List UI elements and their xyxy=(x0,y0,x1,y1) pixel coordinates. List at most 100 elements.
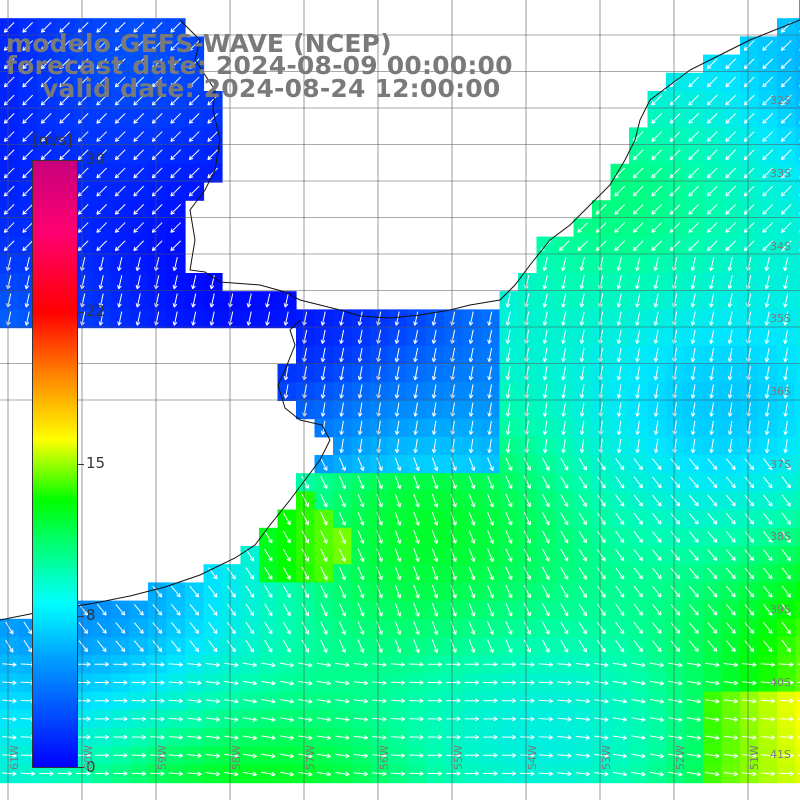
wind-arrow xyxy=(728,293,733,308)
wind-arrow xyxy=(651,240,663,252)
wind-arrowhead xyxy=(323,575,328,581)
wind-arrow xyxy=(468,639,475,653)
wind-arrowhead xyxy=(133,46,138,51)
wind-arrowhead xyxy=(77,155,83,161)
wind-arrow xyxy=(762,94,774,106)
wind-arrowhead xyxy=(86,716,91,722)
wind-arrowhead xyxy=(378,521,383,526)
wind-arrow xyxy=(261,735,276,739)
wind-arrowhead xyxy=(170,119,175,124)
wind-arrowhead xyxy=(470,648,476,654)
wind-arrow xyxy=(615,530,625,543)
wind-arrowhead xyxy=(252,698,257,704)
wind-arrowhead xyxy=(22,155,27,161)
wind-arrowhead xyxy=(780,64,786,70)
wind-arrow xyxy=(691,366,696,381)
wind-arrowhead xyxy=(542,376,548,381)
wind-arrowhead xyxy=(743,246,749,252)
wind-arrowhead xyxy=(170,82,175,88)
wind-arrowhead xyxy=(641,717,646,722)
wind-arrow xyxy=(705,735,720,739)
wind-arrow xyxy=(617,311,622,326)
wind-arrow xyxy=(96,21,108,33)
wind-arrowhead xyxy=(678,699,683,704)
wind-arrowhead xyxy=(638,538,643,543)
wind-cell xyxy=(795,618,800,638)
wind-arrow xyxy=(150,718,165,720)
wind-arrowhead xyxy=(762,192,767,197)
wind-arrow xyxy=(3,167,15,179)
wind-arrow xyxy=(282,512,291,526)
wind-arrow xyxy=(2,663,17,666)
wind-arrowhead xyxy=(749,611,755,616)
wind-arrow xyxy=(264,530,273,544)
wind-arrow xyxy=(173,311,178,326)
wind-arrowhead xyxy=(530,734,535,740)
wind-arrowhead xyxy=(669,119,675,124)
wind-arrowhead xyxy=(635,357,640,363)
wind-arrowhead xyxy=(789,698,794,704)
wind-arrowhead xyxy=(396,557,402,563)
wind-arrow xyxy=(688,567,699,579)
wind-arrowhead xyxy=(709,339,714,344)
wind-arrowhead xyxy=(564,538,569,544)
wind-arrowhead xyxy=(419,716,424,722)
wind-arrow xyxy=(743,167,755,179)
wind-arrowhead xyxy=(657,538,662,543)
wind-arrow xyxy=(99,256,104,271)
wind-arrowhead xyxy=(657,556,662,562)
wind-arrow xyxy=(59,76,71,88)
wind-arrow xyxy=(543,311,548,326)
wind-arrowhead xyxy=(548,662,554,667)
wind-arrowhead xyxy=(678,662,683,668)
wind-arrow xyxy=(542,621,550,635)
wind-arrow xyxy=(781,458,791,471)
wind-arrowhead xyxy=(783,376,788,381)
wind-arrow xyxy=(488,329,493,344)
wind-arrowhead xyxy=(657,574,662,580)
wind-arrowhead xyxy=(561,321,566,326)
wind-arrowhead xyxy=(413,412,418,417)
wind-arrow xyxy=(631,717,646,721)
wind-arrowhead xyxy=(651,228,656,233)
wind-arrow xyxy=(562,329,567,344)
wind-arrowhead xyxy=(635,321,640,326)
wind-arrow xyxy=(728,311,733,326)
wind-arrowhead xyxy=(3,46,9,51)
wind-arrowhead xyxy=(151,64,157,70)
wind-arrowhead xyxy=(564,648,569,653)
wind-arrow xyxy=(596,458,606,471)
wind-arrow xyxy=(760,717,775,720)
wind-arrowhead xyxy=(77,192,83,197)
wind-arrow xyxy=(651,203,663,215)
wind-arrow xyxy=(264,621,273,635)
wind-arrowhead xyxy=(752,662,757,667)
wind-arrowhead xyxy=(59,119,64,124)
wind-arrow xyxy=(652,640,662,652)
wind-arrowhead xyxy=(764,357,770,363)
wind-arrow xyxy=(450,566,457,581)
wind-arrow xyxy=(596,621,606,634)
wind-arrowhead xyxy=(561,394,566,399)
wind-arrow xyxy=(433,438,437,453)
wind-arrowhead xyxy=(762,137,767,142)
wind-arrowhead xyxy=(133,137,138,142)
wind-arrowhead xyxy=(188,64,194,70)
wind-arrow xyxy=(580,275,585,290)
wind-arrowhead xyxy=(160,680,165,686)
wind-arrow xyxy=(523,512,531,526)
wind-arrowhead xyxy=(141,662,146,667)
wind-arrow xyxy=(338,530,346,544)
wind-arrow xyxy=(3,149,15,161)
wind-arrowhead xyxy=(659,717,664,722)
wind-arrow xyxy=(633,585,643,598)
wind-arrow xyxy=(114,240,126,252)
wind-arrow xyxy=(765,293,770,308)
wind-arrowhead xyxy=(508,593,513,599)
wind-arrowhead xyxy=(265,303,270,308)
wind-arrow xyxy=(170,131,182,142)
wind-arrow xyxy=(596,549,606,562)
wind-arrow xyxy=(707,458,718,470)
wind-arrow xyxy=(357,475,364,489)
wind-arrowhead xyxy=(601,611,606,616)
